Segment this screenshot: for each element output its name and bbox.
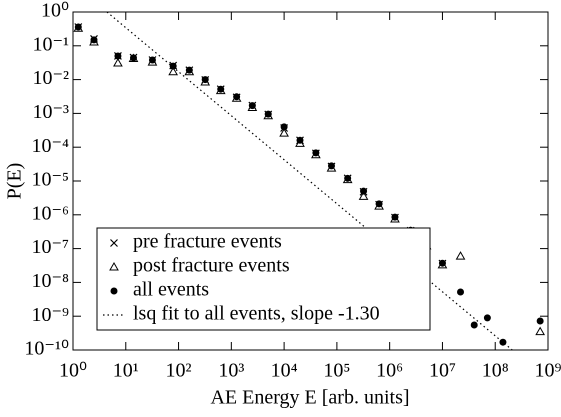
circle-marker bbox=[296, 136, 304, 144]
x-tick-label: 10² bbox=[166, 360, 192, 382]
x-tick-label: 10⁹ bbox=[535, 360, 561, 382]
circle-marker bbox=[90, 36, 98, 44]
triangle-marker bbox=[168, 66, 179, 76]
x-tick-label: 10⁴ bbox=[271, 360, 298, 382]
circle-marker bbox=[312, 149, 320, 157]
legend-label: post fracture events bbox=[133, 255, 290, 277]
legend-swatch bbox=[110, 239, 118, 247]
y-tick-label: 10⁻⁸ bbox=[31, 270, 69, 292]
circle-marker bbox=[74, 23, 82, 31]
circle-marker bbox=[360, 187, 368, 195]
circle-marker bbox=[470, 321, 478, 329]
circle-marker bbox=[264, 110, 272, 118]
y-tick-label: 10⁻² bbox=[32, 67, 69, 89]
circle-marker bbox=[375, 200, 383, 208]
triangle-marker bbox=[358, 191, 369, 200]
legend-label: lsq fit to all events, slope -1.30 bbox=[133, 303, 380, 325]
x-tick-label: 10⁶ bbox=[376, 360, 403, 382]
plot-area bbox=[73, 12, 546, 350]
x-axis-label: AE Energy E [arb. units] bbox=[210, 387, 409, 409]
legend-label: pre fracture events bbox=[133, 231, 282, 253]
y-tick-label: 10⁻⁹ bbox=[31, 304, 69, 326]
circle-marker bbox=[457, 288, 465, 296]
circle-marker bbox=[185, 66, 193, 74]
circle-marker bbox=[499, 338, 507, 346]
x-tick-label: 10⁸ bbox=[482, 360, 509, 382]
y-tick-label: 10⁻⁶ bbox=[31, 202, 69, 224]
triangle-marker bbox=[113, 57, 123, 67]
y-tick-label: 10⁻⁷ bbox=[31, 236, 69, 258]
circle-marker bbox=[483, 314, 491, 322]
legend-label: all events bbox=[133, 279, 209, 301]
circle-marker bbox=[233, 93, 241, 101]
circle-marker bbox=[217, 85, 225, 93]
circle-marker bbox=[129, 54, 137, 62]
circle-marker bbox=[148, 56, 156, 64]
y-tick-label: 10⁻⁴ bbox=[31, 135, 69, 157]
circle-marker bbox=[536, 317, 544, 325]
circle-marker bbox=[280, 123, 288, 131]
y-tick-label: 10⁻¹ bbox=[32, 33, 69, 55]
x-tick-label: 10⁵ bbox=[323, 360, 350, 382]
x-tick-label: 10⁷ bbox=[429, 360, 456, 382]
legend-swatch bbox=[110, 287, 118, 295]
y-tick-label: 10⁰ bbox=[41, 0, 69, 22]
circle-marker bbox=[344, 174, 352, 182]
circle-marker bbox=[248, 102, 256, 110]
y-tick-label: 10⁻³ bbox=[32, 101, 69, 123]
legend-box bbox=[96, 227, 431, 331]
y-tick-label: 10⁻¹⁰ bbox=[24, 338, 69, 360]
x-tick-label: 10¹ bbox=[113, 360, 139, 382]
circle-marker bbox=[114, 52, 122, 60]
circle-marker bbox=[391, 213, 399, 221]
triangle-marker bbox=[535, 326, 546, 336]
triangle-marker bbox=[455, 251, 466, 260]
triangle-marker bbox=[279, 128, 289, 137]
x-tick-label: 10⁰ bbox=[59, 360, 87, 382]
legend-swatch bbox=[109, 261, 119, 271]
y-tick-label: 10⁻⁵ bbox=[31, 169, 69, 191]
circle-marker bbox=[201, 76, 209, 84]
circle-marker bbox=[327, 162, 335, 170]
x-tick-label: 10³ bbox=[218, 360, 244, 382]
circle-marker bbox=[438, 259, 446, 267]
y-axis-label: P(E) bbox=[4, 163, 26, 200]
circle-marker bbox=[169, 62, 177, 70]
